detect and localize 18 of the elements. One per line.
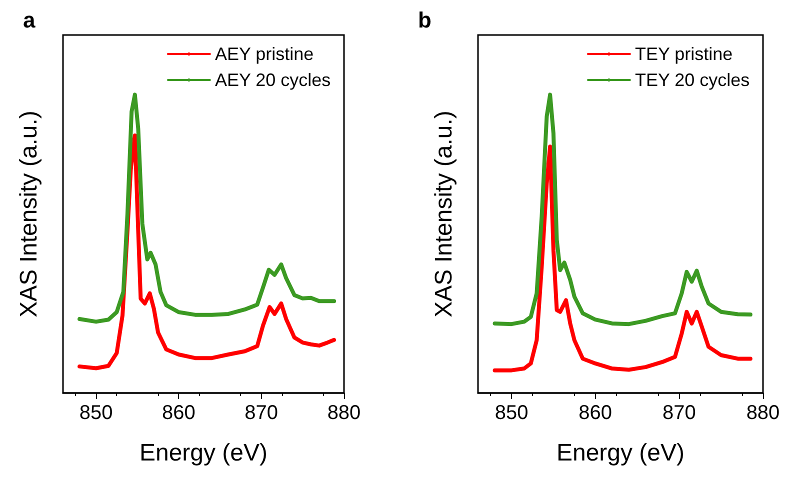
legend-label: AEY pristine (214, 44, 314, 64)
chart-title: b (418, 8, 432, 32)
x-tick-label: 870 (244, 402, 278, 424)
x-tick-label: 850 (79, 402, 113, 424)
x-axis-title: Energy (eV) (556, 440, 685, 466)
x-tick-label: 860 (162, 402, 196, 424)
legend-label: TEY 20 cycles (634, 70, 750, 90)
x-tick-label: 870 (662, 402, 696, 424)
legend-label: TEY pristine (634, 44, 733, 64)
x-tick-label: 860 (578, 402, 612, 424)
legend-label: AEY 20 cycles (214, 70, 331, 90)
x-tick-label: 880 (327, 402, 361, 424)
x-axis-title: Energy (eV) (139, 440, 268, 466)
y-axis-title: XAS Intensity (a.u.) (430, 110, 458, 318)
x-tick-label: 850 (494, 402, 528, 424)
chart-title: a (23, 8, 36, 32)
y-axis-title: XAS Intensity (a.u.) (16, 110, 42, 318)
x-tick-label: 880 (746, 402, 780, 424)
